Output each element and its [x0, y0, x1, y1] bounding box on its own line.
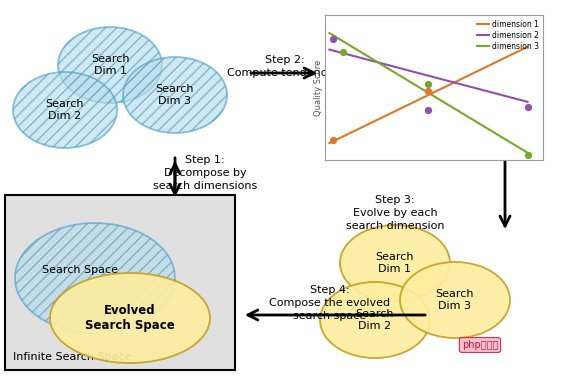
Text: Search Space: Search Space — [42, 265, 118, 275]
Y-axis label: Quality Score: Quality Score — [314, 59, 323, 116]
Point — [523, 104, 532, 110]
Point — [424, 81, 433, 87]
Ellipse shape — [320, 282, 430, 358]
Point — [329, 137, 338, 143]
Point — [338, 49, 348, 55]
Point — [424, 88, 433, 94]
Text: Infinite Search Space: Infinite Search Space — [13, 352, 131, 362]
Text: Search
Dim 3: Search Dim 3 — [156, 84, 194, 106]
Text: Search
Dim 1: Search Dim 1 — [91, 54, 129, 76]
Text: php中文网: php中文网 — [462, 340, 498, 350]
Point — [523, 152, 532, 158]
Text: Search
Dim 2: Search Dim 2 — [356, 309, 395, 331]
Ellipse shape — [123, 57, 227, 133]
Ellipse shape — [13, 72, 117, 148]
Text: Search
Dim 3: Search Dim 3 — [436, 289, 474, 311]
Ellipse shape — [50, 273, 210, 363]
Text: Evolved
Search Space: Evolved Search Space — [85, 304, 175, 332]
FancyBboxPatch shape — [5, 195, 235, 370]
Text: Step 1:
Decompose by
search dimensions: Step 1: Decompose by search dimensions — [153, 155, 257, 192]
Text: Search
Dim 2: Search Dim 2 — [46, 99, 84, 121]
Text: Search
Dim 1: Search Dim 1 — [376, 252, 414, 274]
Ellipse shape — [400, 262, 510, 338]
Point — [329, 36, 338, 42]
Text: Step 3:
Evolve by each
search dimension: Step 3: Evolve by each search dimension — [346, 195, 444, 231]
Ellipse shape — [58, 27, 162, 103]
Ellipse shape — [340, 225, 450, 301]
Legend: dimension 1, dimension 2, dimension 3: dimension 1, dimension 2, dimension 3 — [477, 19, 539, 51]
Text: Step 4:
Compose the evolved
search space: Step 4: Compose the evolved search space — [269, 285, 391, 321]
Text: Step 2:
Compute tendencies: Step 2: Compute tendencies — [227, 55, 343, 78]
Ellipse shape — [15, 223, 175, 333]
Point — [424, 107, 433, 113]
